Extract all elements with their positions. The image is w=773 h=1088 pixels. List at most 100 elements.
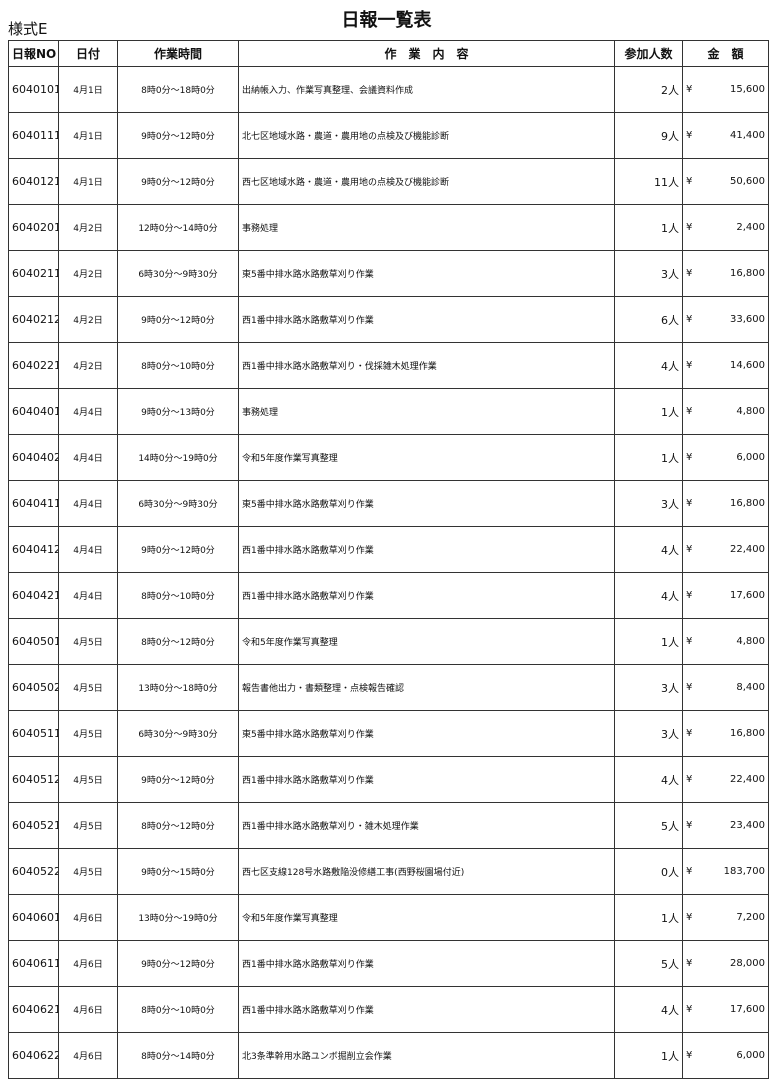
cell: 1人	[614, 204, 683, 251]
table-row: 6040611 4月6日 9時0分～12時0分 西1番中排水路水路敷草刈り作業 5人 ¥2…	[8, 940, 770, 987]
table-row: 6040221 4月2日 8時0分～10時0分 西1番中排水路水路敷草刈り・伐採雑木処…	[8, 342, 770, 389]
cell: ¥	[682, 296, 705, 343]
cell: 北3条準幹用水路ユンボ掘削立会作業	[238, 1032, 615, 1079]
cell: 4月6日	[58, 940, 118, 987]
cell: 1人	[614, 388, 683, 435]
cell: 17,600	[704, 986, 770, 1033]
table-row: 6040512 4月5日 9時0分～12時0分 西1番中排水路水路敷草刈り作業 4人 ¥2…	[8, 756, 770, 803]
table-row: 6040521 4月5日 8時0分～12時0分 西1番中排水路水路敷草刈り・雑木処理作…	[8, 802, 770, 849]
table-row: 6040511 4月5日 6時30分～9時30分 東5番中排水路水路敷草刈り作業 3人 ¥…	[8, 710, 770, 757]
cell: 事務処理	[238, 388, 615, 435]
cell: 9時0分～12時0分	[117, 158, 239, 205]
cell: ¥	[682, 572, 705, 619]
column-header: 金 額	[681, 40, 770, 67]
cell: 4月5日	[58, 664, 118, 711]
cell: 4月4日	[58, 480, 118, 527]
cell: 4,800	[704, 618, 770, 665]
cell: 6040622	[8, 1032, 59, 1079]
cell: 6040121	[8, 158, 59, 205]
title: 日報一覧表	[341, 10, 432, 31]
cell: 事務処理	[238, 204, 615, 251]
cell: 13時0分～18時0分	[117, 664, 239, 711]
cell: 4人	[614, 342, 683, 389]
table-row: 6040601 4月6日 13時0分～19時0分 令和5年度作業写真整理 1人 ¥7,20…	[8, 894, 770, 941]
cell: 4月6日	[58, 894, 118, 941]
cell: 4月4日	[58, 434, 118, 481]
cell: 17,600	[704, 572, 770, 619]
cell: 6,000	[704, 1032, 770, 1079]
cell: 4月2日	[58, 342, 118, 389]
cell: 6040212	[8, 296, 59, 343]
cell: 33,600	[704, 296, 770, 343]
table-row: 6040212 4月2日 9時0分～12時0分 西1番中排水路水路敷草刈り作業 6人 ¥3…	[8, 296, 770, 343]
cell: 6040201	[8, 204, 59, 251]
table-row: 6040402 4月4日 14時0分～19時0分 令和5年度作業写真整理 1人 ¥6,00…	[8, 434, 770, 481]
cell: 報告書他出力・書類整理・点検報告確認	[238, 664, 615, 711]
cell: 6040601	[8, 894, 59, 941]
cell: 東5番中排水路水路敷草刈り作業	[238, 250, 615, 297]
table-row: 6040522 4月5日 9時0分～15時0分 西七区支線128号水路敷陥没修繕工事(…	[8, 848, 770, 895]
cell: 5人	[614, 940, 683, 987]
cell: 4人	[614, 986, 683, 1033]
cell: 4月5日	[58, 618, 118, 665]
cell: 4月6日	[58, 1032, 118, 1079]
header-row: 日報NO 日付 作業時間作 業 内 容参加人数金 額	[8, 40, 770, 67]
cell: 8時0分～14時0分	[117, 1032, 239, 1079]
form-label: 様式E	[8, 20, 48, 38]
table-row: 6040211 4月2日 6時30分～9時30分 東5番中排水路水路敷草刈り作業 3人 ¥…	[8, 250, 770, 297]
cell: ¥	[682, 894, 705, 941]
column-header: 作業時間	[117, 40, 239, 67]
table-row: 6040411 4月4日 6時30分～9時30分 東5番中排水路水路敷草刈り作業 3人 ¥…	[8, 480, 770, 527]
cell: ¥	[682, 526, 705, 573]
cell: ¥	[682, 250, 705, 297]
cell: 13時0分～19時0分	[117, 894, 239, 941]
cell: 西七区地域水路・農道・農用地の点検及び機能診断	[238, 158, 615, 205]
cell: 22,400	[704, 756, 770, 803]
cell: 12時0分～14時0分	[117, 204, 239, 251]
cell: 5人	[614, 802, 683, 849]
cell: 北七区地域水路・農道・農用地の点検及び機能診断	[238, 112, 615, 159]
cell: 9時0分～12時0分	[117, 526, 239, 573]
cell: 8,400	[704, 664, 770, 711]
cell: 6,000	[704, 434, 770, 481]
cell: 2人	[614, 66, 683, 113]
cell: ¥	[682, 480, 705, 527]
cell: 3人	[614, 480, 683, 527]
cell: ¥	[682, 1032, 705, 1079]
cell: 6040512	[8, 756, 59, 803]
cell: 183,700	[704, 848, 770, 895]
cell: 出納帳入力、作業写真整理、会議資料作成	[238, 66, 615, 113]
cell: ¥	[682, 158, 705, 205]
cell: ¥	[682, 66, 705, 113]
cell: 6040401	[8, 388, 59, 435]
cell: 3人	[614, 710, 683, 757]
cell: 11人	[614, 158, 683, 205]
table-row: 6040201 4月2日 12時0分～14時0分 事務処理 1人 ¥2,400	[8, 204, 770, 251]
cell: 8時0分～12時0分	[117, 802, 239, 849]
cell: 6040421	[8, 572, 59, 619]
cell: 6040611	[8, 940, 59, 987]
table-row: 6040111 4月1日 9時0分～12時0分 北七区地域水路・農道・農用地の点検及び…	[8, 112, 770, 159]
cell: ¥	[682, 388, 705, 435]
cell: ¥	[682, 112, 705, 159]
cell: 3人	[614, 250, 683, 297]
cell: ¥	[682, 756, 705, 803]
cell: 1人	[614, 434, 683, 481]
cell: 9時0分～12時0分	[117, 940, 239, 987]
cell: 西1番中排水路水路敷草刈り作業	[238, 986, 615, 1033]
cell: 41,400	[704, 112, 770, 159]
cell: 9時0分～12時0分	[117, 296, 239, 343]
cell: 6人	[614, 296, 683, 343]
cell: 4人	[614, 572, 683, 619]
cell: 9時0分～12時0分	[117, 112, 239, 159]
cell: 1人	[614, 894, 683, 941]
cell: 6040111	[8, 112, 59, 159]
cell: 1人	[614, 618, 683, 665]
cell: 東5番中排水路水路敷草刈り作業	[238, 710, 615, 757]
cell: ¥	[682, 664, 705, 711]
cell: ¥	[682, 434, 705, 481]
cell: 4月2日	[58, 296, 118, 343]
cell: 4,800	[704, 388, 770, 435]
cell: 4月5日	[58, 756, 118, 803]
cell: 28,000	[704, 940, 770, 987]
